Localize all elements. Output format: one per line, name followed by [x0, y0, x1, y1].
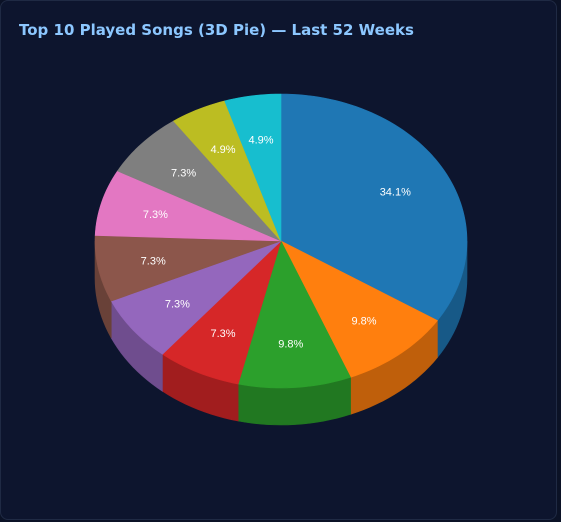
slice-label-8: 7.3% [171, 168, 196, 180]
slice-label-6: 7.3% [141, 256, 166, 268]
pie-slice-2[interactable] [280, 240, 438, 378]
pie-slice-5[interactable] [110, 240, 282, 355]
slice-label-4: 7.3% [210, 328, 235, 340]
pie-top-faces [94, 93, 468, 389]
slice-label-2: 9.8% [351, 315, 376, 327]
pie-slice-3[interactable] [237, 240, 351, 389]
pie-slice-10[interactable] [224, 93, 282, 242]
pie-slice-7[interactable] [94, 170, 282, 242]
pie-slice-8[interactable] [117, 120, 282, 242]
pie-side-walls [94, 240, 468, 426]
pie-slice-1[interactable] [280, 93, 468, 321]
pie-slice-4[interactable] [162, 240, 282, 385]
slice-label-9: 4.9% [210, 144, 235, 156]
slice-label-10: 4.9% [248, 134, 273, 146]
slice-label-7: 7.3% [143, 209, 168, 221]
slice-label-1: 34.1% [380, 187, 411, 199]
chart-title: Top 10 Played Songs (3D Pie) — Last 52 W… [19, 21, 414, 39]
slice-label-5: 7.3% [165, 298, 190, 310]
pie-slice-9[interactable] [173, 100, 282, 242]
pie-slice-labels: 34.1% 9.8% 9.8% 7.3% 7.3% 7.3% 7.3% 7.3% 4.9% 4.9… [141, 134, 411, 350]
pie-slice-6[interactable] [94, 235, 282, 302]
slice-label-3: 9.8% [278, 339, 303, 351]
